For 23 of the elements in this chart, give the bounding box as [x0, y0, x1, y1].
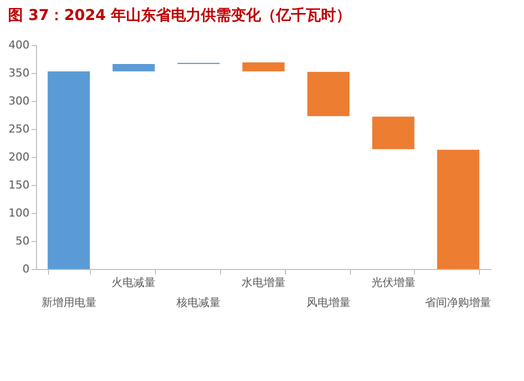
x-tick-label: 省间净购增量	[425, 296, 492, 309]
x-tick-label: 水电增量	[242, 276, 286, 289]
bar	[307, 72, 350, 116]
x-tick-label: 风电增量	[306, 296, 350, 309]
y-tick-label: 300	[8, 94, 30, 108]
bar	[112, 64, 155, 72]
x-tick-label: 新增用电量	[41, 296, 96, 309]
bar	[372, 116, 414, 150]
bar	[48, 71, 90, 269]
y-tick-label: 350	[8, 66, 30, 80]
y-tick-label: 100	[8, 206, 30, 220]
x-tick-label: 光伏增量	[371, 276, 416, 289]
y-tick-label: 200	[8, 150, 30, 164]
chart-title: 图 37：2024 年山东省电力供需变化（亿千瓦时）	[8, 6, 352, 24]
bar	[437, 150, 480, 269]
y-tick-label: 150	[8, 178, 30, 192]
y-tick-label: 250	[8, 122, 30, 136]
y-tick-label: 0	[22, 262, 30, 276]
y-tick-label: 50	[16, 234, 30, 248]
x-tick-label: 核电减量	[176, 296, 221, 309]
y-tick-label: 400	[8, 38, 30, 52]
bar	[242, 62, 285, 72]
x-tick-label: 火电减量	[112, 276, 156, 289]
